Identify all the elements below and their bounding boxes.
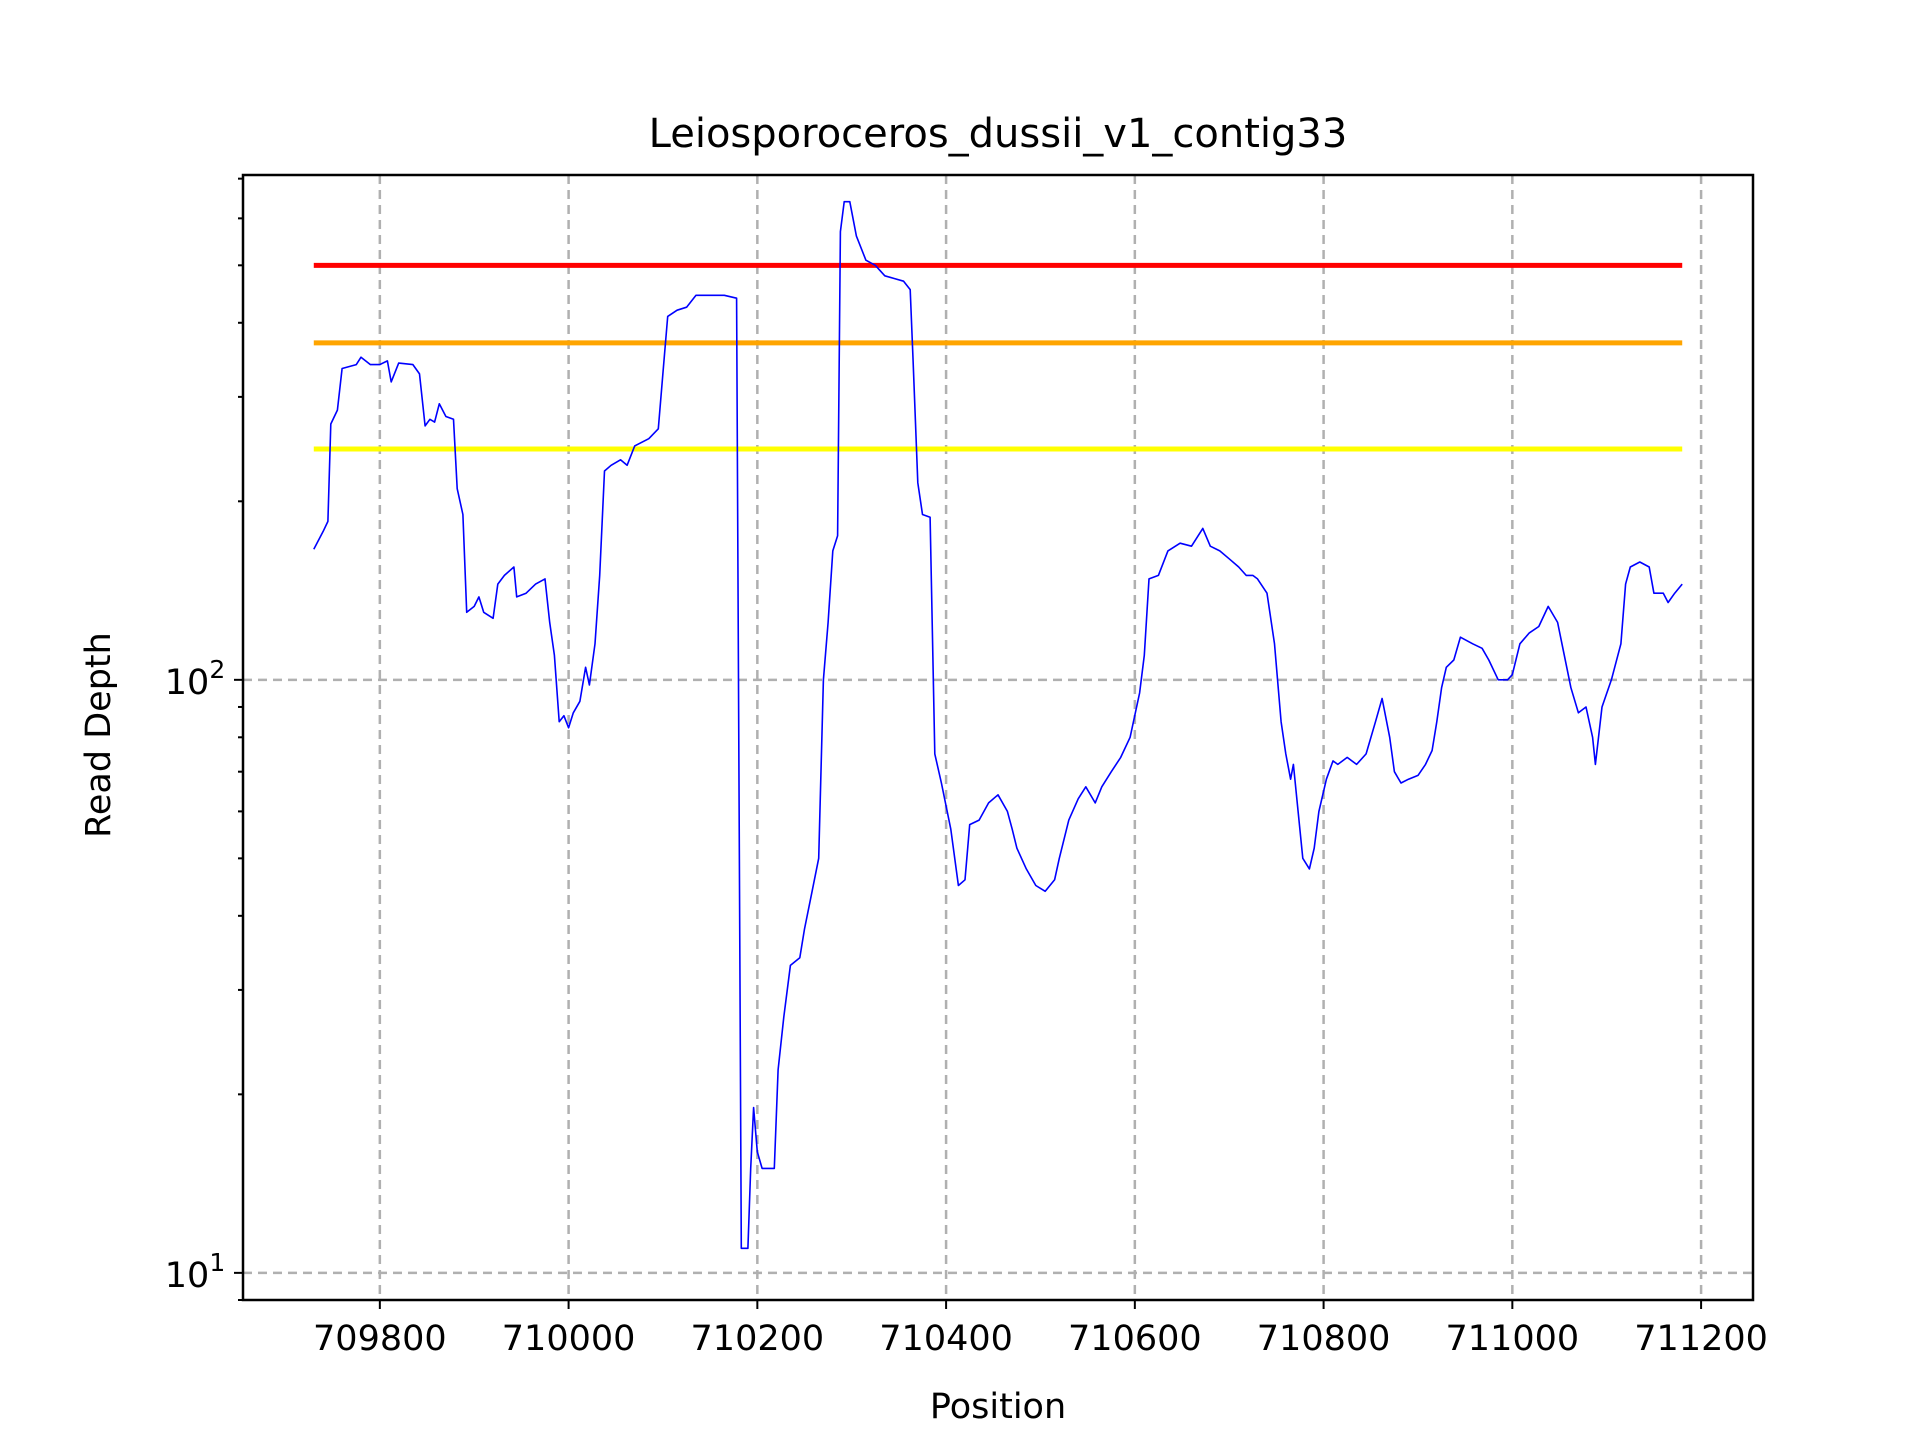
threshold-lines [313,262,1683,452]
y-tick-label: 101 [165,1248,225,1296]
x-tick-label: 710000 [502,1319,636,1359]
axis-ticks: 709800 710000 710200 710400 710600 710800 7110… [165,177,1768,1359]
series [313,200,1683,1250]
x-tick-label: 710400 [879,1319,1013,1359]
y-tick-label: 102 [165,655,225,703]
y-axis-label: Read Depth [79,632,119,838]
x-tick-label: 711200 [1634,1319,1768,1359]
x-axis-label: Position [930,1387,1066,1427]
x-tick-label: 710600 [1068,1319,1202,1359]
x-tick-label: 710200 [691,1319,825,1359]
x-tick-label: 711000 [1446,1319,1580,1359]
read-depth-line [313,200,1683,1250]
grid [243,175,1753,1300]
chart-title: Leiosporoceros_dussii_v1_contig33 [649,111,1348,157]
x-tick-label: 709800 [313,1319,447,1359]
x-tick-label: 710800 [1257,1319,1391,1359]
